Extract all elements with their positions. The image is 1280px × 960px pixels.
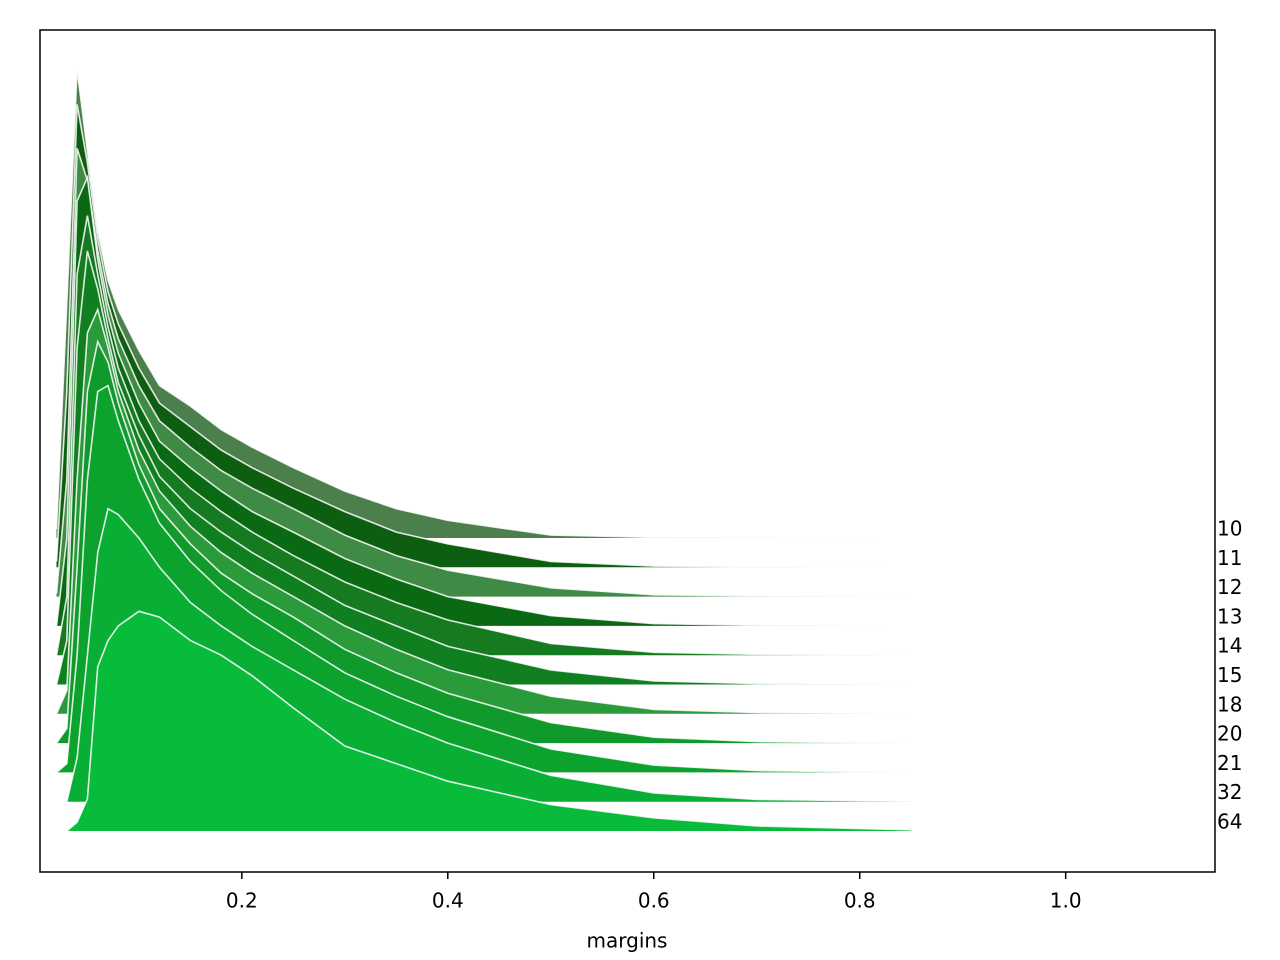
- ridge-label: 14: [1217, 634, 1242, 658]
- ridge-line: [56, 610, 912, 832]
- ridge-label: 20: [1217, 722, 1242, 746]
- ridge-line: [55, 307, 912, 715]
- plot-frame: [39, 29, 1216, 873]
- ridge-area: [56, 250, 912, 685]
- ridge-label: 12: [1217, 575, 1242, 599]
- ridge-label: 21: [1217, 751, 1242, 775]
- ridge-area: [56, 215, 912, 656]
- ridge-line: [55, 250, 912, 686]
- x-axis-label: margins: [587, 929, 668, 953]
- ridge-label: 13: [1217, 604, 1242, 628]
- ridge-line: [56, 507, 912, 803]
- x-tick-label: 0.8: [844, 889, 876, 913]
- ridge-area: [56, 611, 912, 831]
- x-tick-label: 1.0: [1050, 889, 1082, 913]
- ridge-line: [55, 104, 912, 569]
- ridge-line: [55, 339, 912, 744]
- ridge-label: 32: [1217, 780, 1242, 804]
- x-tick-label: 0.4: [432, 889, 464, 913]
- ridge-label: 10: [1217, 517, 1242, 541]
- ridge-label: 64: [1217, 810, 1242, 834]
- x-tick-label: 0.6: [638, 889, 670, 913]
- ridge-line: [55, 69, 912, 539]
- ridge-label: 15: [1217, 663, 1242, 687]
- ridge-line: [55, 215, 912, 656]
- ridge-line: [55, 384, 912, 774]
- ridge-label: 18: [1217, 692, 1242, 716]
- ridge-label: 11: [1217, 546, 1242, 570]
- ridge-line: [55, 174, 912, 627]
- x-tick-label: 0.2: [226, 889, 258, 913]
